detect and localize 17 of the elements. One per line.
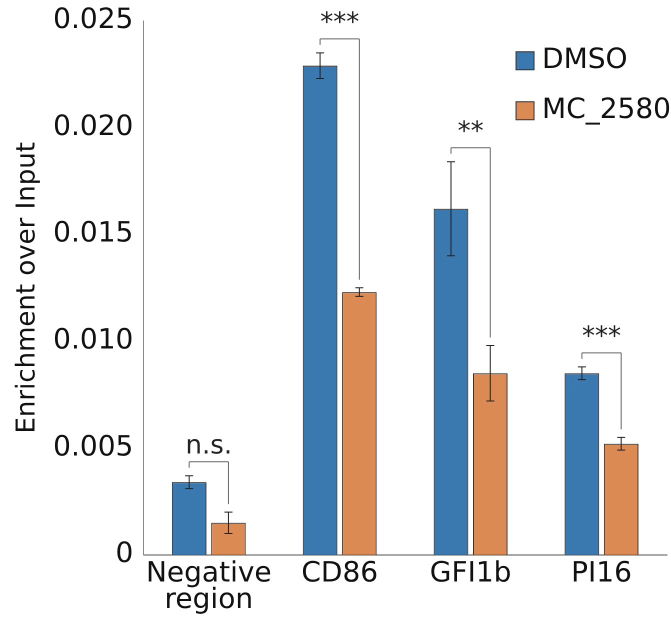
y-tick-label: 0.025 [53, 2, 134, 36]
y-tick-label: 0.010 [53, 322, 134, 356]
legend-label: MC_2580 [542, 92, 671, 126]
annotation: ** [458, 116, 484, 147]
x-tick-label: PI16 [571, 555, 632, 588]
annotation: *** [582, 322, 622, 352]
x-tick-label: CD86 [301, 555, 378, 588]
legend-label: DMSO [542, 42, 628, 76]
y-tick-label: 0.005 [53, 429, 134, 462]
annotation: *** [320, 8, 360, 38]
y-axis-title: Enrichment over Input [11, 142, 42, 434]
y-tick-label: 0.020 [53, 108, 134, 142]
x-tick-label: Negative region [146, 555, 272, 615]
y-tick-label: 0 [116, 536, 134, 570]
y-tick-label: 0.015 [53, 216, 134, 249]
annotation: n.s. [186, 430, 232, 461]
x-tick-label: GFI1b [430, 555, 512, 588]
